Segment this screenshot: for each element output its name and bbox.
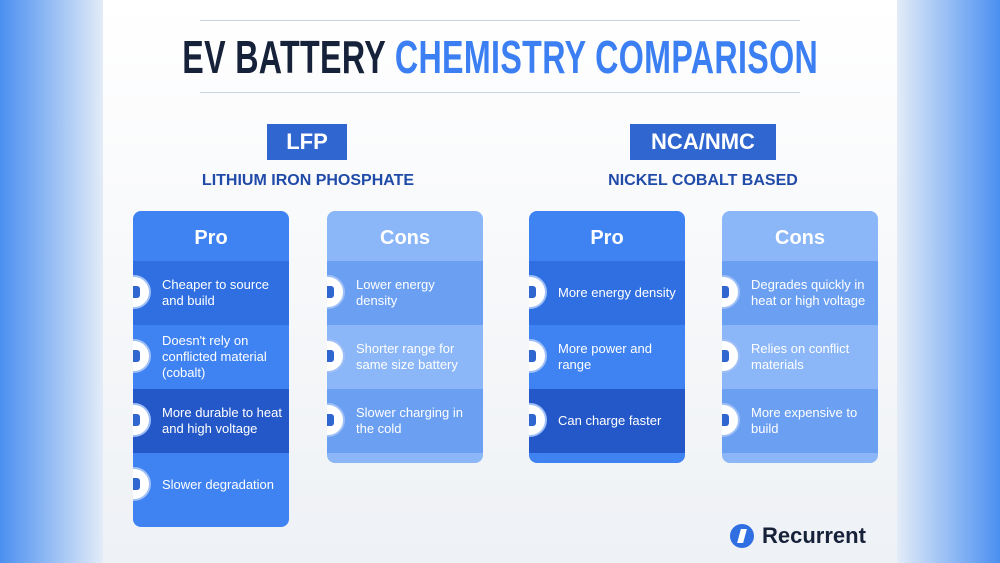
column-heading: Cons [380, 227, 430, 249]
item-text: More power and range [558, 341, 652, 372]
item-icon [133, 467, 151, 501]
item-icon [133, 403, 151, 437]
item-row: Cheaper to source and build [133, 261, 289, 325]
item-row: More power and range [529, 325, 685, 389]
item-icon [529, 275, 547, 309]
column-heading: Pro [590, 227, 624, 249]
item-row: Slower charging in the cold [327, 389, 483, 453]
item-row: Slower degradation [133, 453, 289, 517]
item-text: Shorter range for same size battery [356, 341, 458, 372]
item-icon [722, 275, 740, 309]
item-row: Shorter range for same size battery [327, 325, 483, 389]
item-row: More durable to heat and high voltage [133, 389, 289, 453]
brand: Recurrent [730, 522, 866, 550]
item-text: More energy density [558, 285, 676, 300]
item-text: Doesn't rely on conflicted material (cob… [162, 333, 267, 380]
item-icon [327, 275, 345, 309]
card-foot [722, 453, 878, 463]
rule [200, 92, 800, 93]
item-row: Degrades quickly in heat or high voltage [722, 261, 878, 325]
item-row: Lower energy density [327, 261, 483, 325]
item-text: Slower degradation [162, 477, 275, 492]
item-text: Can charge faster [558, 413, 662, 428]
item-row: Relies on conflict materials [722, 325, 878, 389]
item-icon [722, 403, 740, 437]
card-foot [327, 453, 483, 463]
item-row: Can charge faster [529, 389, 685, 453]
item-text: Lower energy density [356, 277, 435, 308]
column-card: Cons Lower energy density Shorter range fo… [327, 211, 483, 463]
column-card: Cons Degrades quickly in heat or high vol… [722, 211, 878, 463]
section-badge: NCA/NMC [630, 124, 776, 160]
item-row: More energy density [529, 261, 685, 325]
title-accent: CHEMISTRY COMPARISON [394, 31, 818, 83]
section-badge: LFP [267, 124, 347, 160]
section-subtitle: LITHIUM IRON PHOSPHATE [201, 172, 415, 189]
item-icon [327, 403, 345, 437]
item-text: Degrades quickly in heat or high voltage [751, 277, 866, 308]
item-icon [722, 339, 740, 373]
item-text: Cheaper to source and build [162, 277, 269, 308]
item-icon [133, 275, 151, 309]
item-text: More expensive to build [751, 405, 858, 436]
section-subtitle: NICKEL COBALT BASED [608, 172, 798, 189]
card-foot [133, 517, 289, 527]
title: EV BATTERY CHEMISTRY COMPARISON [0, 30, 1000, 84]
item-row: More expensive to build [722, 389, 878, 453]
item-row: Doesn't rely on conflicted material (cob… [133, 325, 289, 389]
item-icon [327, 339, 345, 373]
item-icon [529, 403, 547, 437]
item-text: Relies on conflict materials [751, 341, 850, 372]
column-heading: Pro [194, 227, 228, 249]
item-text: Slower charging in the cold [356, 405, 463, 436]
column-card: Pro Cheaper to source and build Doesn't re… [133, 211, 289, 527]
rule [200, 20, 800, 21]
item-icon [529, 339, 547, 373]
card-foot [529, 453, 685, 463]
column-card: Pro More energy density More power and ran… [529, 211, 685, 463]
brand-name: Recurrent [762, 523, 866, 548]
item-text: More durable to heat and high voltage [162, 405, 282, 436]
brand-logo [730, 524, 754, 548]
title-dark: EV BATTERY [182, 31, 386, 83]
column-heading: Cons [775, 227, 825, 249]
item-icon [133, 339, 151, 373]
